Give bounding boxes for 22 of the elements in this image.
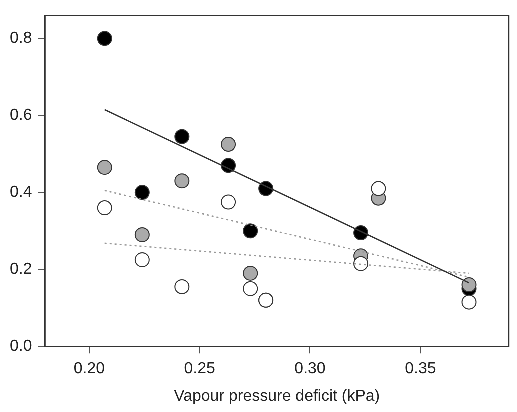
x-tick-label: 0.25 — [184, 360, 216, 378]
point — [134, 227, 150, 242]
point — [134, 185, 150, 200]
point — [371, 181, 386, 196]
point — [97, 31, 112, 46]
point — [243, 266, 258, 281]
x-tick-label: 0.30 — [294, 360, 326, 378]
x-tick-label: 0.20 — [74, 360, 106, 378]
x-axis-title: Vapour pressure deficit (kPa) — [174, 388, 380, 405]
y-tick-label: 0.8 — [10, 30, 32, 48]
y-tick-label: 0.6 — [10, 107, 32, 124]
y-tick-label: 0.4 — [10, 184, 32, 202]
point — [354, 256, 369, 272]
point — [97, 160, 112, 176]
point — [243, 224, 258, 239]
point — [221, 137, 236, 152]
point — [174, 174, 190, 189]
point — [462, 278, 477, 293]
point — [174, 129, 190, 144]
x-tick-label: 0.35 — [405, 360, 436, 378]
y-tick-label: 0.0 — [10, 338, 32, 356]
y-tick-label: 0.2 — [10, 261, 32, 278]
